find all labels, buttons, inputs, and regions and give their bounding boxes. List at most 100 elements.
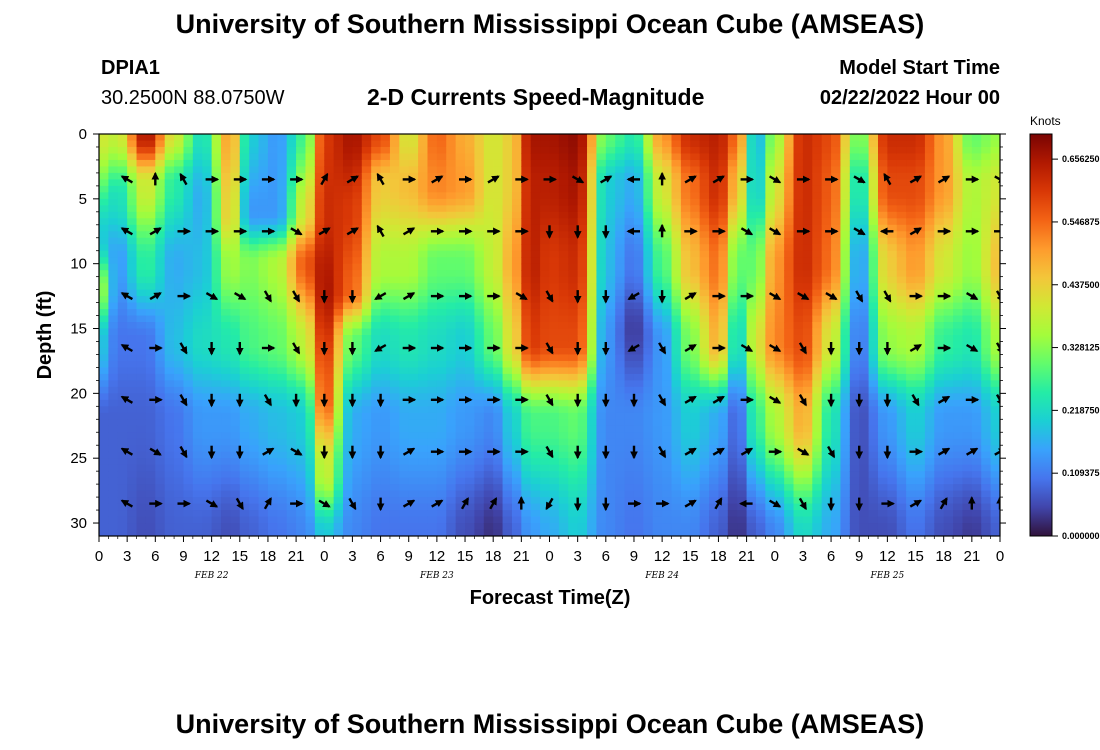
heatmap-cell xyxy=(361,393,372,401)
heatmap-cell xyxy=(230,412,241,420)
heatmap-cell xyxy=(324,529,335,536)
heatmap-cell xyxy=(596,140,607,148)
heatmap-cell xyxy=(709,205,720,213)
heatmap-cell xyxy=(615,322,626,330)
heatmap-cell xyxy=(352,471,363,479)
heatmap-cell xyxy=(230,322,241,330)
heatmap-cell xyxy=(802,393,813,401)
heatmap-cell xyxy=(802,198,813,206)
heatmap-cell xyxy=(446,393,457,401)
heatmap-cell xyxy=(352,211,363,219)
heatmap-cell xyxy=(812,159,823,168)
heatmap-cell xyxy=(765,380,776,388)
heatmap-cell xyxy=(709,218,720,226)
heatmap-cell xyxy=(99,458,109,466)
heatmap-cell xyxy=(230,270,241,278)
heatmap-cell xyxy=(286,503,297,511)
heatmap-cell xyxy=(671,166,682,174)
heatmap-cell xyxy=(99,484,109,492)
heatmap-cell xyxy=(652,341,663,349)
heatmap-cell xyxy=(305,490,316,498)
heatmap-cell xyxy=(380,529,391,536)
heatmap-cell xyxy=(615,335,626,343)
heatmap-cell xyxy=(746,146,757,155)
heatmap-cell xyxy=(746,315,757,323)
heatmap-cell xyxy=(652,166,663,174)
heatmap-cell xyxy=(784,412,795,420)
heatmap-cell xyxy=(727,309,738,317)
heatmap-cell xyxy=(483,445,494,453)
heatmap-cell xyxy=(540,296,551,304)
heatmap-cell xyxy=(737,516,748,524)
heatmap-cell xyxy=(277,477,288,485)
heatmap-cell xyxy=(633,166,644,174)
heatmap-cell xyxy=(108,244,119,252)
heatmap-cell xyxy=(286,367,297,375)
heatmap-cell xyxy=(718,354,729,362)
heatmap-cell xyxy=(671,146,682,155)
heatmap-cell xyxy=(127,386,138,394)
heatmap-cell xyxy=(333,231,344,239)
heatmap-cell xyxy=(192,484,203,492)
heatmap-cell xyxy=(709,523,720,531)
heatmap-cell xyxy=(436,205,447,213)
heatmap-cell xyxy=(662,419,673,427)
heatmap-cell xyxy=(211,276,222,284)
heatmap-cell xyxy=(483,497,494,505)
heatmap-cell xyxy=(446,328,457,336)
heatmap-cell xyxy=(277,464,288,472)
heatmap-cell xyxy=(812,172,823,180)
heatmap-cell xyxy=(145,257,156,265)
heatmap-cell xyxy=(699,257,710,265)
heatmap-cell xyxy=(709,159,720,168)
heatmap-cell xyxy=(821,347,832,356)
heatmap-cell xyxy=(502,198,513,206)
heatmap-cell xyxy=(296,309,307,317)
heatmap-cell xyxy=(221,315,231,323)
heatmap-cell xyxy=(343,211,354,219)
heatmap-cell xyxy=(605,341,616,349)
heatmap-cell xyxy=(305,367,316,375)
heatmap-cell xyxy=(784,335,795,343)
heatmap-cell xyxy=(643,134,654,142)
heatmap-cell xyxy=(474,386,485,394)
heatmap-cell xyxy=(540,140,551,148)
heatmap-cell xyxy=(352,373,363,381)
heatmap-cell xyxy=(136,523,147,531)
heatmap-cell xyxy=(380,464,391,472)
heatmap-cell xyxy=(662,270,673,278)
heatmap-cell xyxy=(427,393,438,401)
heatmap-cell xyxy=(737,146,748,155)
heatmap-cell xyxy=(530,477,541,485)
heatmap-cell xyxy=(793,503,804,511)
heatmap-cell xyxy=(671,497,682,505)
heatmap-cell xyxy=(502,399,513,407)
heatmap-cell xyxy=(99,477,109,485)
heatmap-cell xyxy=(164,367,175,375)
heatmap-cell xyxy=(727,464,738,472)
heatmap-cell xyxy=(164,335,175,343)
heatmap-cell xyxy=(436,159,447,168)
heatmap-cell xyxy=(174,412,185,420)
chart-title: 2-D Currents Speed-Magnitude xyxy=(367,84,705,110)
heatmap-cell xyxy=(455,134,466,142)
heatmap-cell xyxy=(530,471,541,479)
heatmap-cell xyxy=(558,445,569,453)
heatmap-cell xyxy=(774,166,785,174)
heatmap-cell xyxy=(117,464,128,472)
heatmap-cell xyxy=(774,257,785,265)
heatmap-cell xyxy=(793,224,804,232)
heatmap-cell xyxy=(427,484,438,492)
heatmap-cell xyxy=(174,185,185,193)
heatmap-cell xyxy=(221,250,231,258)
heatmap-cell xyxy=(793,490,804,498)
heatmap-cell xyxy=(577,412,588,420)
heatmap-cell xyxy=(286,393,297,401)
heatmap-cell xyxy=(174,445,185,453)
heatmap-cell xyxy=(343,399,354,407)
heatmap-cell xyxy=(493,412,504,420)
heatmap-cell xyxy=(258,510,269,518)
heatmap-cell xyxy=(793,276,804,284)
heatmap-cell xyxy=(765,244,776,252)
heatmap-cell xyxy=(427,451,438,459)
